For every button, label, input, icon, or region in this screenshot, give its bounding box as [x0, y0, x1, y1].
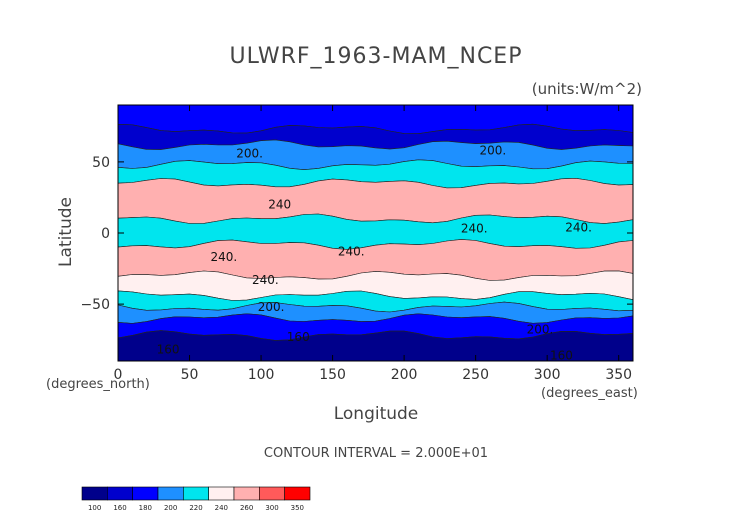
x-tick-label: 350: [605, 367, 632, 383]
contour-label: 240.: [252, 273, 279, 287]
contour-label: 200.: [236, 146, 263, 160]
x-tick-label: 100: [248, 367, 275, 383]
colorbar-tick-label: 100: [88, 504, 101, 512]
colorbar-tick-label: 260: [240, 504, 253, 512]
colorbar-swatch: [157, 486, 184, 501]
colorbar-tick-label: 200: [164, 504, 177, 512]
chart-title: ULWRF_1963-MAM_NCEP: [229, 44, 523, 69]
contour-label: 200.: [479, 144, 506, 158]
colorbar-swatch: [233, 486, 260, 501]
colorbar-swatch: [81, 486, 108, 501]
x-tick-label: 250: [462, 367, 489, 383]
contour-label: 240: [268, 198, 291, 212]
heatmap-field: [118, 105, 633, 361]
x-tick-label: 300: [534, 367, 561, 383]
x-axis-label-text: Longitude: [333, 404, 419, 424]
colorbar-swatch: [208, 486, 235, 501]
y-tick-label: 50: [92, 155, 110, 171]
colorbar-swatch: [284, 486, 311, 501]
x-unit-note: (degrees_east): [541, 386, 638, 401]
y-unit-note: (degrees_north): [46, 377, 150, 392]
contour-label: 240.: [338, 244, 365, 258]
x-tick-label: 0: [114, 367, 123, 383]
colorbar-swatch: [107, 486, 133, 501]
contour-label: 160: [550, 348, 573, 362]
x-tick-label: 200: [391, 367, 418, 383]
contour-label: 200.: [527, 323, 554, 337]
colorbar-tick-label: 180: [139, 504, 152, 512]
contour-label: 200.: [258, 300, 285, 314]
contour-label: 240.: [211, 250, 238, 264]
contour-label: 240.: [565, 220, 592, 234]
contour-label: 160: [157, 343, 180, 357]
colorbar: 100 160 180 200 220 240 260 300 350: [81, 486, 311, 512]
heatmap-band: [118, 330, 633, 361]
contour-labels: 200. 200. 240 240. 240. 240. 240. 240. 200. 200. 1…: [157, 144, 592, 363]
colorbar-tick-label: 240: [215, 504, 228, 512]
colorbar-swatch: [183, 486, 209, 501]
units-label: (units:W/m^2): [531, 80, 642, 98]
colorbar-tick-label: 350: [291, 504, 304, 512]
colorbar-swatch: [259, 486, 285, 501]
contour-label: 240.: [461, 222, 488, 236]
contour-interval-text: CONTOUR INTERVAL = 2.000E+01: [263, 446, 489, 461]
colorbar-tick-label: 220: [189, 504, 202, 512]
colorbar-tick-label: 160: [113, 504, 126, 512]
colorbar-swatch: [132, 486, 159, 501]
x-tick-label: 150: [319, 367, 346, 383]
x-tick-label: 50: [181, 367, 199, 383]
y-tick-label: −50: [80, 297, 110, 313]
colorbar-tick-label: 300: [265, 504, 278, 512]
y-tick-label: 0: [101, 226, 110, 242]
axes: 0 50 100 150 200 250 300 350 −50 0 50: [80, 105, 633, 383]
x-axis-label: Longitude: [0, 404, 752, 424]
contour-label: 160: [287, 330, 310, 344]
